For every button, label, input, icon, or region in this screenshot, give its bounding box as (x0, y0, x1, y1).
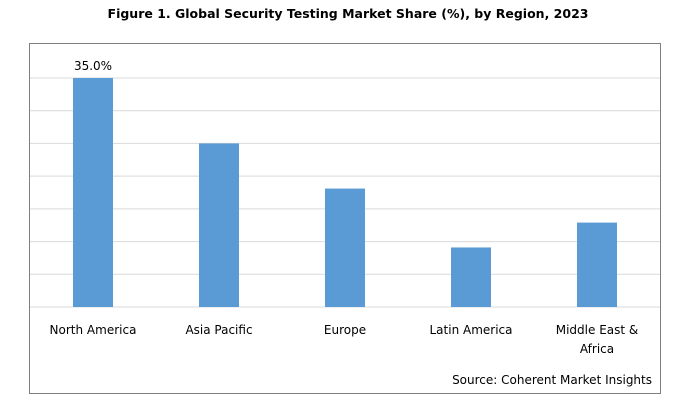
x-tick-label-line: Africa (580, 342, 614, 356)
source-note: Source: Coherent Market Insights (452, 373, 652, 387)
x-tick-labels: North America Asia Pacific Europe Latin Ame… (50, 323, 639, 356)
bar (451, 247, 491, 307)
chart-frame (29, 43, 661, 394)
x-tick-label: North America (50, 323, 137, 337)
x-tick-label: Middle East & Africa (556, 323, 639, 356)
x-tick-label-line: Asia Pacific (185, 323, 252, 337)
data-labels: 35.0% (74, 59, 112, 73)
x-tick-label-line: North America (50, 323, 137, 337)
x-tick-label-line: Europe (324, 323, 366, 337)
bar (325, 188, 365, 307)
bar (73, 78, 113, 307)
bar (577, 222, 617, 307)
data-label: 35.0% (74, 59, 112, 73)
chart-title: Figure 1. Global Security Testing Market… (107, 6, 589, 21)
x-tick-label: Europe (324, 323, 366, 337)
x-tick-label: Latin America (430, 323, 513, 337)
bars (73, 78, 617, 307)
bar (199, 143, 239, 307)
x-tick-label: Asia Pacific (185, 323, 252, 337)
x-tick-label-line: Middle East & (556, 323, 639, 337)
x-tick-label-line: Latin America (430, 323, 513, 337)
